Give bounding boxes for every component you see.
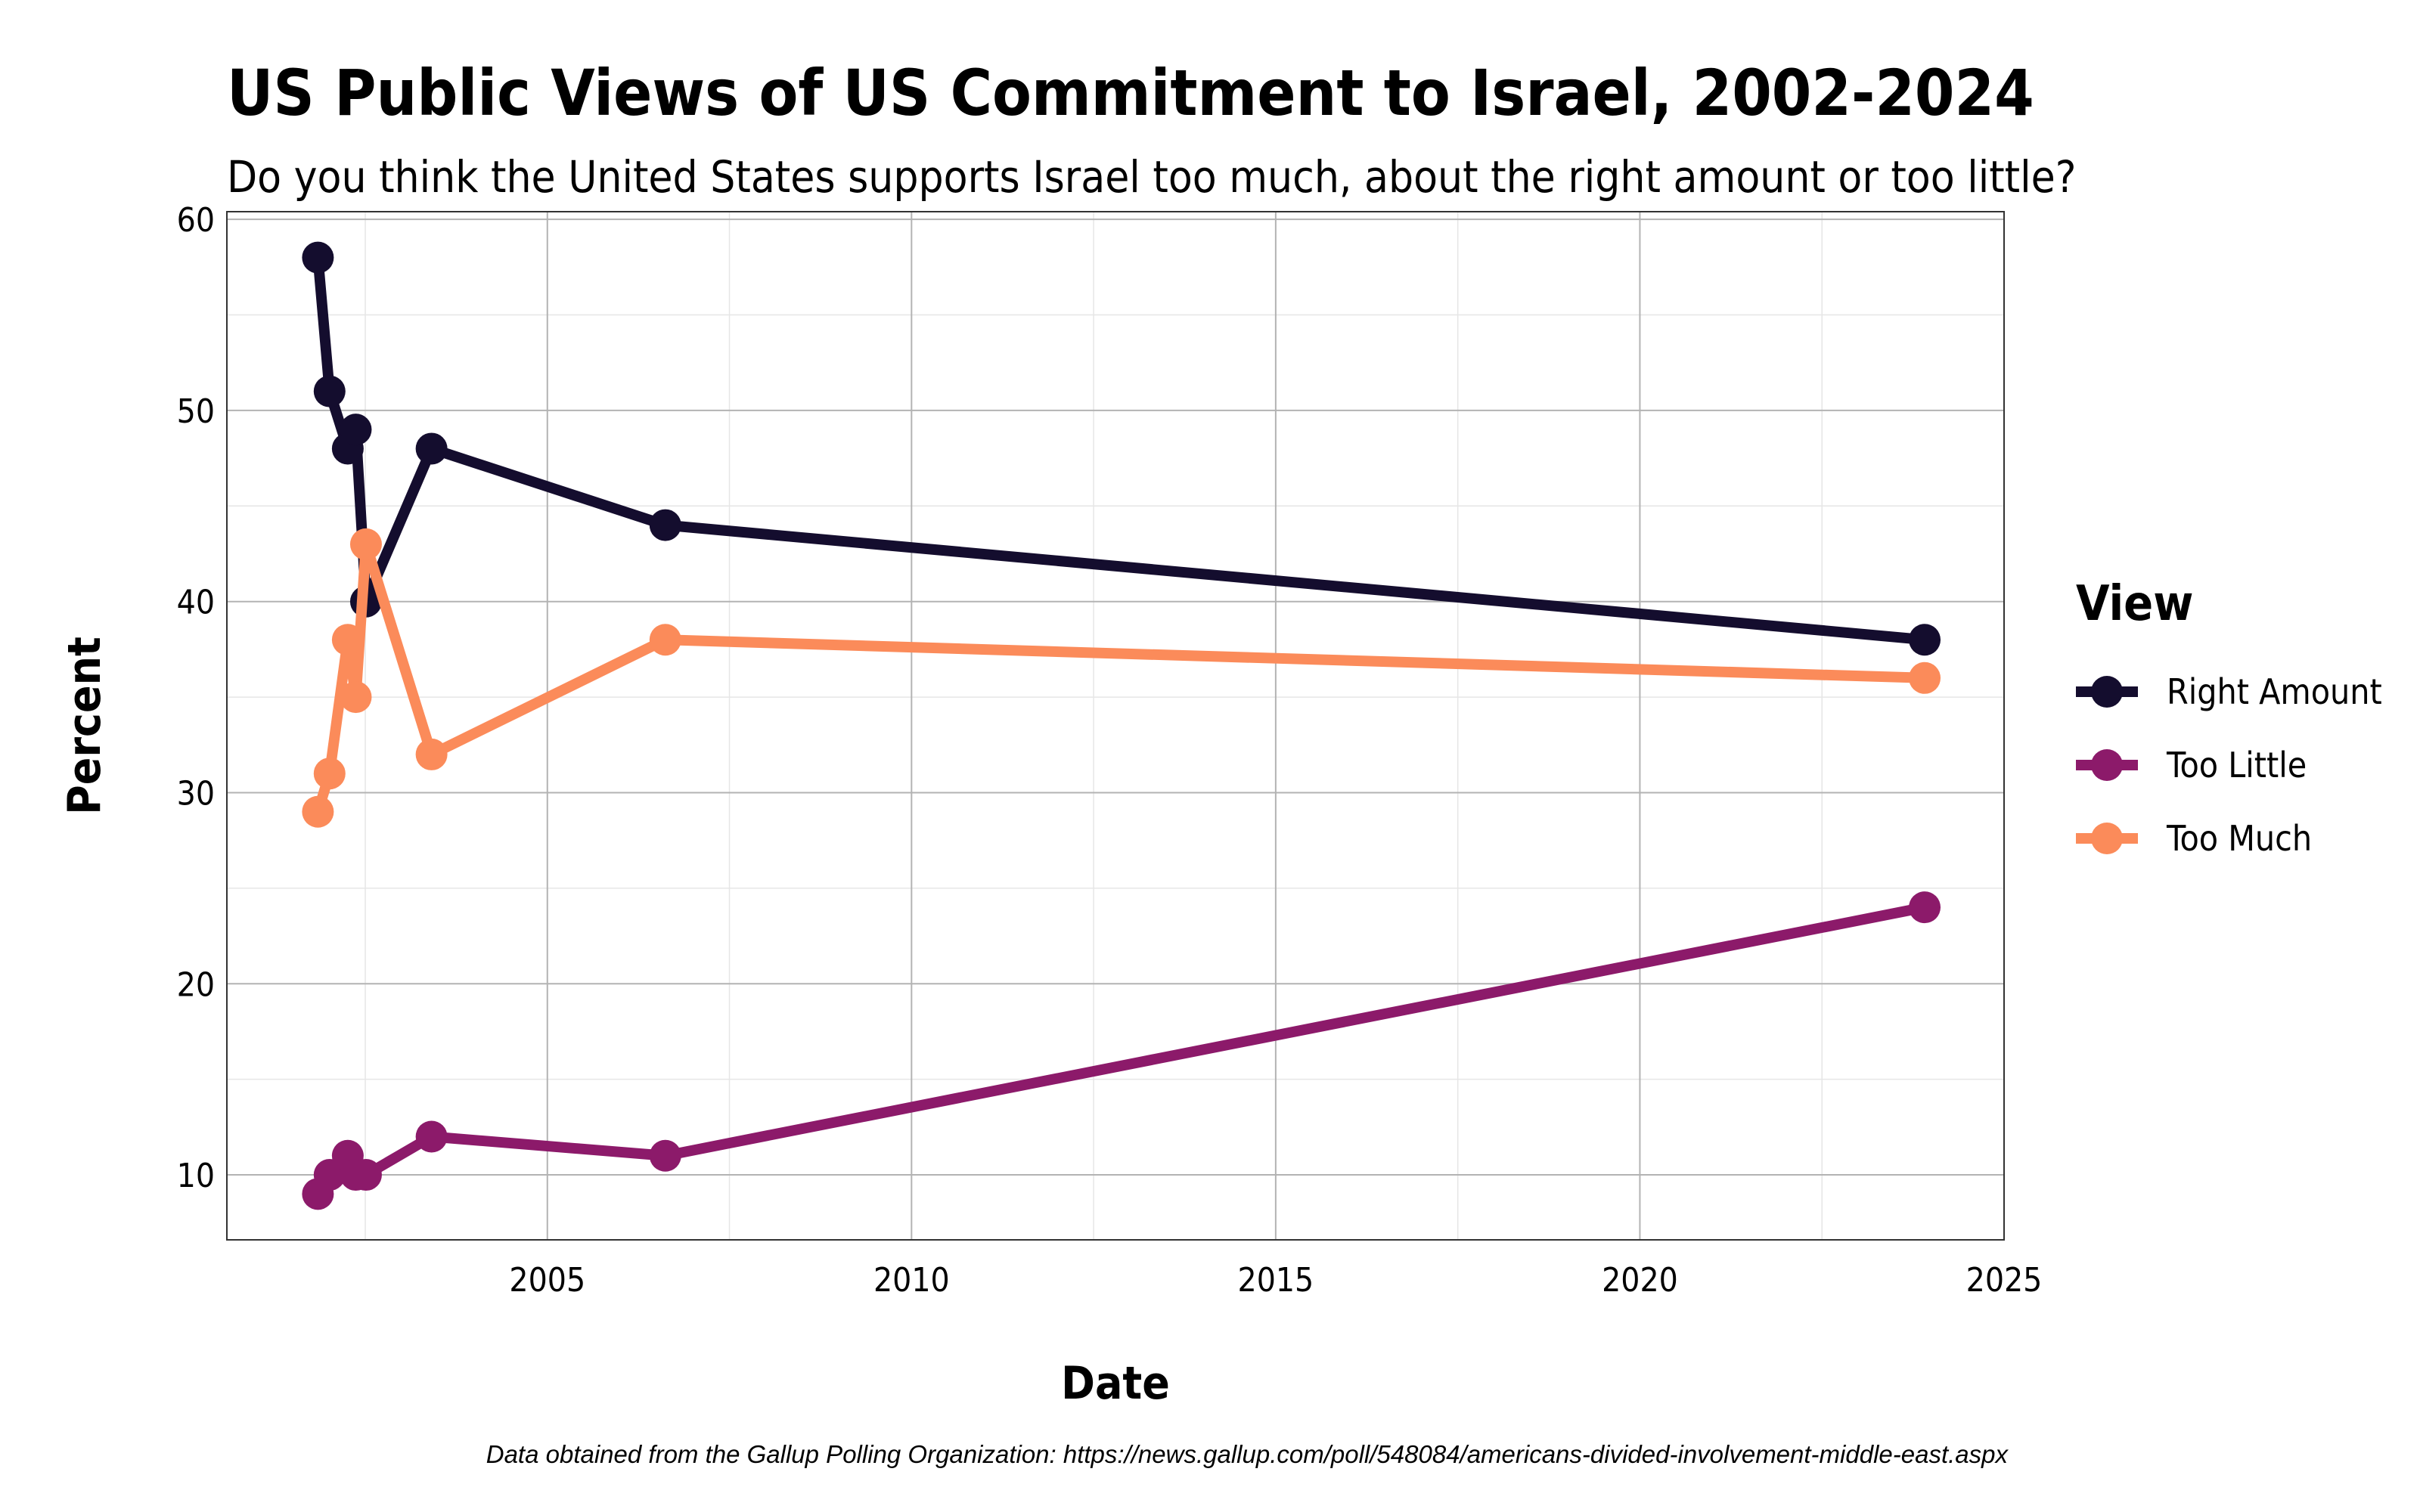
y-tick-label: 60 (177, 201, 215, 240)
x-axis-title: Date (1061, 1357, 1170, 1410)
data-point-too-much (349, 528, 382, 560)
gridlines (227, 212, 2005, 1240)
data-point-too-much (340, 681, 372, 714)
legend-item-too-much: Too Much (2076, 818, 2312, 859)
data-point-too-little (1909, 891, 1941, 924)
data-point-too-much (302, 795, 334, 828)
y-axis-ticks: 10 20 30 40 50 60 (177, 201, 215, 1195)
data-point-right-amount (302, 241, 334, 274)
series-line-too-much (312, 538, 1931, 817)
data-point-too-little (649, 1139, 681, 1172)
data-point-too-much (331, 624, 364, 656)
data-point-too-much (313, 758, 346, 790)
data-point-too-little (415, 1120, 448, 1153)
x-tick-label: 2020 (1602, 1261, 1678, 1300)
series-line-too-little (312, 902, 1931, 1200)
x-tick-label: 2025 (1966, 1261, 2043, 1300)
legend-label: Too Much (2166, 818, 2312, 859)
y-axis-title: Percent (58, 637, 111, 815)
x-axis-ticks: 2005 2010 2015 2020 2025 (509, 1261, 2042, 1300)
data-point-right-amount (1909, 624, 1941, 656)
y-tick-label: 10 (177, 1157, 215, 1195)
y-tick-label: 50 (177, 392, 215, 431)
series-too-much (302, 528, 1941, 828)
data-point-right-amount (340, 414, 372, 446)
x-tick-label: 2010 (873, 1261, 950, 1300)
legend-key-point (2091, 749, 2123, 781)
series-too-little (302, 891, 1941, 1210)
y-tick-label: 40 (177, 584, 215, 622)
legend-title: View (2076, 576, 2193, 632)
x-tick-label: 2015 (1238, 1261, 1314, 1300)
chart-title: US Public Views of US Commitment to Isra… (227, 56, 2034, 130)
legend-key-point (2091, 676, 2123, 708)
chart-subtitle: Do you think the United States supports … (227, 151, 2076, 203)
legend-key-point (2091, 823, 2123, 854)
legend: Right Amount Too Little Too Much (2076, 671, 2382, 859)
data-point-too-much (649, 624, 681, 656)
data-point-too-little (349, 1159, 382, 1191)
y-tick-label: 30 (177, 774, 215, 813)
legend-item-right-amount: Right Amount (2076, 671, 2382, 712)
data-point-right-amount (415, 432, 448, 465)
chart-caption: Data obtained from the Gallup Polling Or… (486, 1440, 2009, 1468)
legend-label: Too Little (2166, 745, 2307, 785)
data-point-too-much (415, 738, 448, 770)
plot-panel-border (226, 211, 2005, 1241)
data-point-right-amount (649, 509, 681, 541)
legend-label: Right Amount (2167, 671, 2382, 712)
data-point-right-amount (313, 375, 346, 407)
x-tick-label: 2005 (509, 1261, 585, 1300)
series-layer (302, 241, 1941, 1210)
legend-item-too-little: Too Little (2076, 745, 2307, 785)
data-point-too-much (1909, 662, 1941, 694)
y-tick-label: 20 (177, 965, 215, 1004)
